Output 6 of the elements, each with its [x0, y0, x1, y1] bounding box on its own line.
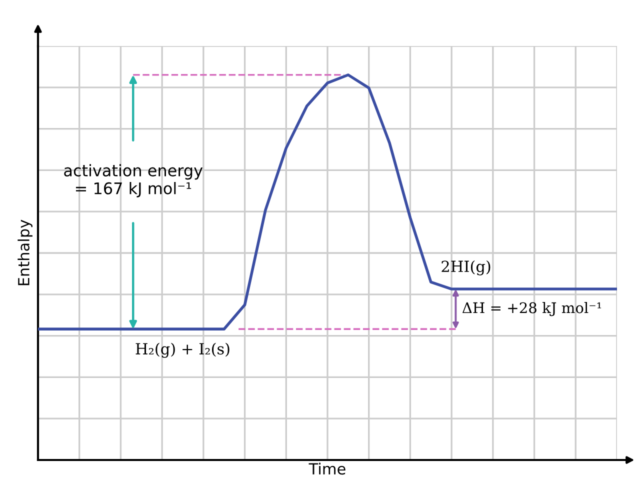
x-axis-title: Time: [308, 462, 346, 475]
annotation: H₂(g) + I₂(s): [136, 342, 230, 358]
annotation: ΔH = +28 kJ mol⁻¹: [462, 302, 602, 316]
annotation: activation energy = 167 kJ mol⁻¹: [64, 164, 203, 198]
y-axis-title: Enthalpy: [18, 220, 32, 286]
annotation: 2HI(g): [442, 260, 490, 276]
